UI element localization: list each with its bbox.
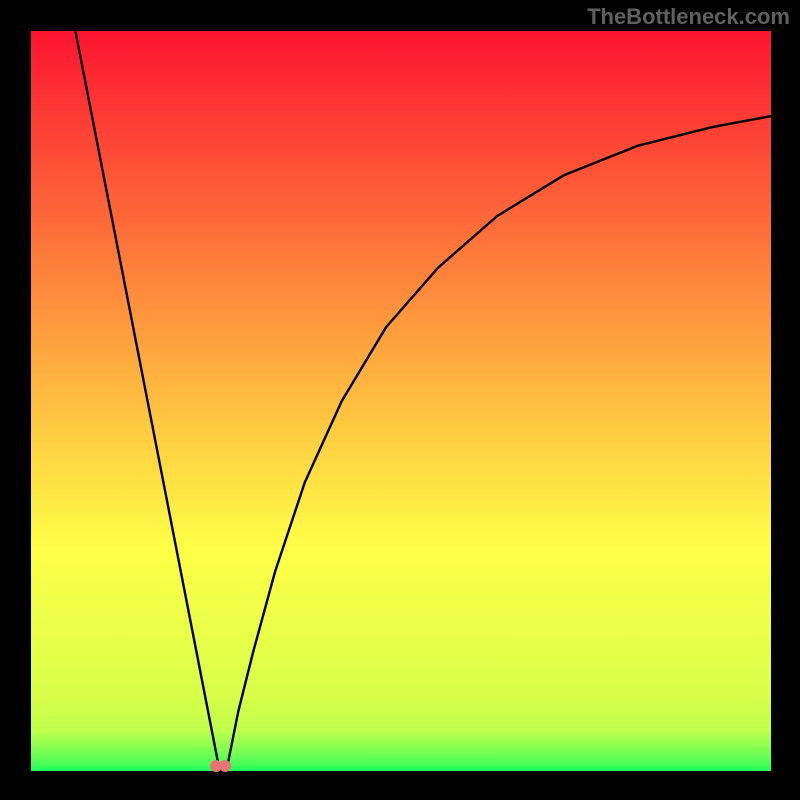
bottleneck-chart: TheBottleneck.com	[0, 0, 800, 800]
watermark-text: TheBottleneck.com	[587, 4, 790, 30]
minimum-marker	[219, 760, 231, 772]
plot-area	[31, 31, 771, 771]
bottleneck-curve	[75, 31, 771, 771]
curve-layer	[31, 31, 771, 771]
